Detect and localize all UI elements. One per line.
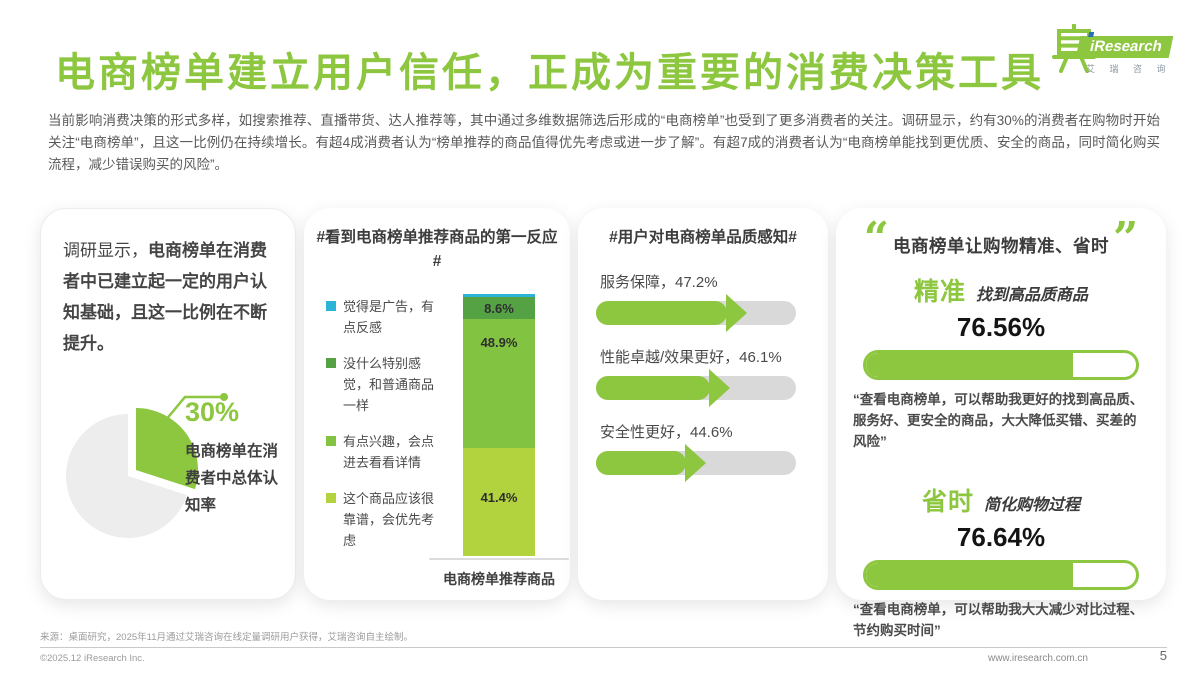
metric-precision: 精准 找到高品质商品 76.56% “查看电商榜单，可以帮助我更好的找到高品质、…	[850, 272, 1152, 452]
footer-divider	[40, 647, 1167, 648]
arrow-bar-fill	[596, 301, 728, 325]
pie-callout-dot	[220, 393, 228, 401]
stacked-bar-column: 8.6% 48.9% 41.4% 电商榜单推荐商品	[429, 282, 569, 589]
pie-highlight-slice	[136, 408, 199, 490]
quality-label: 性能卓越/效果更好，46.1%	[600, 349, 782, 366]
legend-label: 觉得是广告，有点反感	[343, 299, 435, 335]
logo-dot-icon	[1088, 32, 1095, 37]
legend-swatch-cyan-icon	[326, 301, 336, 311]
awareness-statement: 调研显示，电商榜单在消费者中已建立起一定的用户认知基础，且这一比例在不断提升。	[63, 235, 275, 359]
metric-description: 找到高品质商品	[976, 287, 1089, 304]
arrow-bar-fill	[596, 376, 710, 400]
arrow-bar-track	[596, 451, 796, 475]
arrow-bar-track	[596, 376, 796, 400]
panel-awareness: 调研显示，电商榜单在消费者中已建立起一定的用户认知基础，且这一比例在不断提升。 …	[40, 208, 296, 600]
benefits-title: 电商榜单让购物精准、省时	[893, 236, 1109, 256]
stacked-bar-legend: 觉得是广告，有点反感 没什么特别感觉，和普通商品一样 有点兴趣，会点进去看看详情…	[316, 282, 440, 589]
bar-segment: 8.6%	[463, 296, 535, 320]
segment-value-label: 48.9%	[480, 335, 518, 351]
progress-capsule	[863, 560, 1139, 590]
arrow-bar-fill	[596, 451, 686, 475]
benefits-header: “ 电商榜单让购物精准、省时 ”	[850, 213, 1152, 264]
bar-segment: 41.4%	[463, 447, 535, 556]
legend-item: 这个商品应该很靠谱，会优先考虑	[326, 488, 440, 551]
stacked-bar: 8.6% 48.9% 41.4%	[463, 294, 535, 556]
website-text: www.iresearch.com.cn	[987, 653, 1088, 664]
first-reaction-title: #看到电商榜单推荐商品的第一反应#	[316, 229, 558, 270]
quality-row: 安全性更好，44.6%	[594, 421, 812, 475]
quality-title: #用户对电商榜单品质感知#	[609, 229, 797, 246]
awareness-bold-text: 电商榜单在消费者中已建立起一定的用户认知基础，且这一比例在不断提升。	[63, 241, 267, 353]
legend-swatch-dark-green-icon	[326, 358, 336, 368]
segment-value-label: 8.6%	[484, 300, 514, 316]
legend-label: 这个商品应该很靠谱，会优先考虑	[343, 491, 435, 548]
logo-chinese-name: 艾 瑞 咨 询	[1086, 64, 1172, 74]
bar-axis-label: 电商榜单推荐商品	[443, 570, 555, 587]
metric-keyword: 省时	[921, 488, 974, 516]
metric-time-saving: 省时 简化购物过程 76.64% “查看电商榜单，可以帮助我大大减少对比过程、节…	[850, 482, 1152, 641]
pie-rest-slice	[66, 414, 187, 538]
legend-swatch-light-green-icon	[326, 493, 336, 503]
arrow-bar-track	[596, 301, 796, 325]
copyright-text: ©2025.12 iResearch Inc.	[40, 653, 145, 664]
iresearch-logo: iResearch 艾 瑞 咨 询	[1052, 20, 1174, 86]
awareness-lead: 调研显示，	[63, 241, 148, 260]
pie-callout-line	[164, 395, 223, 422]
metric-keyword: 精准	[913, 278, 966, 306]
bar-baseline	[429, 557, 569, 560]
page-number: 5	[1159, 648, 1167, 663]
legend-label: 有点兴趣，会点进去看看详情	[343, 434, 435, 470]
iresearch-wordmark: iResearch	[1075, 32, 1174, 58]
awareness-pie-chart	[66, 393, 228, 538]
quality-row: 服务保障，47.2%	[594, 271, 812, 325]
progress-capsule	[863, 350, 1139, 380]
quality-label: 安全性更好，44.6%	[600, 424, 733, 441]
panel-quality-perception: #用户对电商榜单品质感知# 服务保障，47.2% 性能卓越/效果更好，46.1%…	[578, 208, 828, 600]
logo-brand-text: iResearch	[1088, 38, 1164, 55]
close-quote-icon: ”	[1113, 213, 1139, 264]
metric-heading: 省时 简化购物过程	[922, 482, 1080, 518]
pie-value-label: 30%	[185, 397, 240, 427]
metric-value: 76.56%	[956, 312, 1046, 342]
bar-segment	[463, 294, 535, 297]
segment-value-label: 41.4%	[480, 489, 518, 505]
metric-quote: “查看电商榜单，可以帮助我大大减少对比过程、节约购买时间”	[853, 602, 1144, 638]
content-panels: 调研显示，电商榜单在消费者中已建立起一定的用户认知基础，且这一比例在不断提升。 …	[40, 208, 1166, 638]
legend-swatch-mid-green-icon	[326, 436, 336, 446]
metric-heading: 精准 找到高品质商品	[914, 272, 1088, 308]
panel-first-reaction: #看到电商榜单推荐商品的第一反应# 觉得是广告，有点反感 没什么特别感觉，和普通…	[304, 208, 570, 600]
legend-item: 没什么特别感觉，和普通商品一样	[326, 353, 440, 416]
first-reaction-body: 觉得是广告，有点反感 没什么特别感觉，和普通商品一样 有点兴趣，会点进去看看详情…	[316, 282, 569, 589]
progress-capsule-fill	[866, 563, 1073, 587]
quality-label: 服务保障，47.2%	[600, 274, 718, 291]
pie-annotation: 30% 电商榜单在消费者中总体认知率	[185, 397, 281, 519]
metric-quote: “查看电商榜单，可以帮助我更好的找到高品质、服务好、更安全的商品，大大降低买错、…	[853, 392, 1144, 449]
progress-capsule-fill	[866, 353, 1073, 377]
legend-item: 觉得是广告，有点反感	[326, 296, 440, 338]
page-title: 电商榜单建立用户信任，正成为重要的消费决策工具	[55, 51, 1044, 95]
quality-row: 性能卓越/效果更好，46.1%	[594, 346, 812, 400]
legend-item: 有点兴趣，会点进去看看详情	[326, 431, 440, 473]
open-quote-icon: “	[863, 213, 889, 264]
pie-caption: 电商榜单在消费者中总体认知率	[185, 443, 279, 514]
legend-label: 没什么特别感觉，和普通商品一样	[343, 356, 435, 413]
panel-benefits: “ 电商榜单让购物精准、省时 ” 精准 找到高品质商品 76.56% “查看电商…	[836, 208, 1166, 638]
bar-segment: 48.9%	[463, 319, 535, 448]
intro-paragraph: 当前影响消费决策的形式多样，如搜索推荐、直播带货、达人推荐等，其中通过多维数据筛…	[48, 113, 1160, 172]
source-note: 来源：桌面研究，2025年11月通过艾瑞咨询在线定量调研用户获得，艾瑞咨询自主绘…	[40, 632, 413, 643]
metric-description: 简化购物过程	[984, 497, 1081, 514]
metric-value: 76.64%	[956, 522, 1046, 552]
